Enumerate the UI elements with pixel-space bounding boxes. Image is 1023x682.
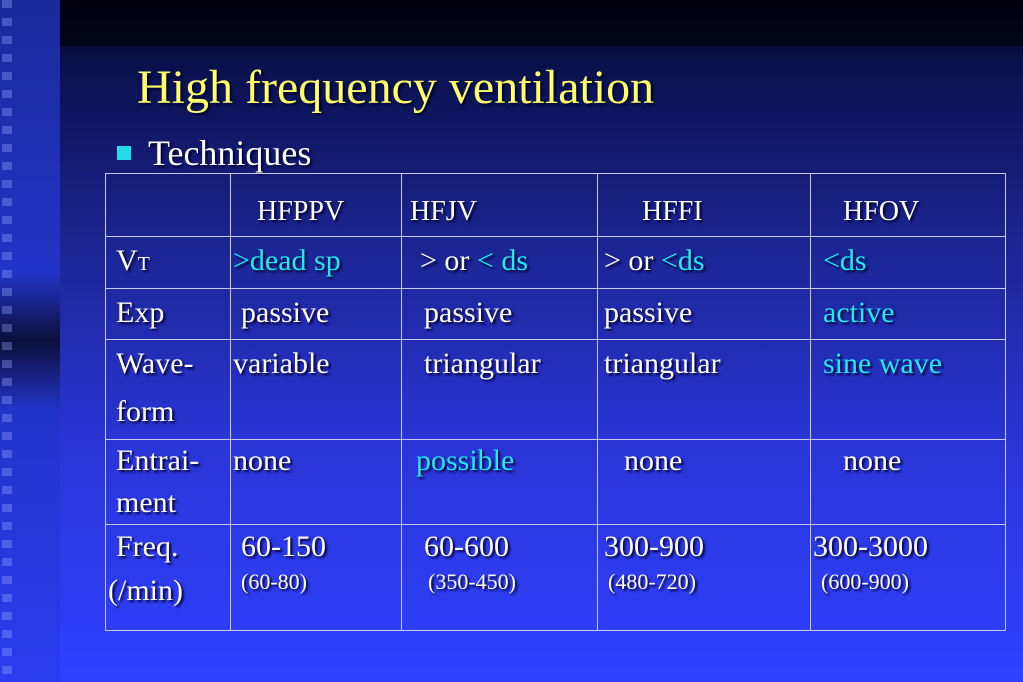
side-dots-decoration xyxy=(2,0,12,682)
cell-entr-hffi: none xyxy=(597,439,811,525)
entrainment-label-2: ment xyxy=(116,486,176,519)
freq-hffi-main: 300-900 xyxy=(604,530,704,563)
header-cell-hfjv: HFJV xyxy=(401,173,598,237)
cell-exp-hffi: passive xyxy=(597,288,811,340)
cell-freq-hffi: 300-900 (480-720) xyxy=(597,524,811,631)
cell-wave-hfjv: triangular xyxy=(401,339,598,440)
cell-exp-hfov: active xyxy=(810,288,1006,340)
cell-vt-hfjv-a: > or xyxy=(420,244,470,277)
header-cell-hffi: HFFI xyxy=(597,173,811,237)
freq-hfov-sub: (600-900) xyxy=(821,569,909,594)
cell-wave-hfppv: variable xyxy=(230,339,402,440)
header-cell-hfppv: HFPPV xyxy=(230,173,402,237)
bullet-square-icon xyxy=(117,146,131,160)
table-row: VT >dead sp > or < ds > or <ds <ds xyxy=(105,236,1006,289)
entrainment-label-1: Entrai- xyxy=(116,444,200,477)
waveform-label-1: Wave- xyxy=(116,347,194,380)
table-row: Wave-form variable triangular triangular… xyxy=(105,339,1006,440)
header-cell-hfov: HFOV xyxy=(810,173,1006,237)
table-row: Freq. (/min) 60-150 (60-80) 60-600 (350-450… xyxy=(105,524,1006,631)
row-label-freq: Freq. (/min) xyxy=(105,524,231,631)
ventilation-table: HFPPV HFJV HFFI HFOV VT >dead sp > or < … xyxy=(105,173,1006,631)
cell-wave-hffi: triangular xyxy=(597,339,811,440)
cell-vt-hfppv: >dead sp xyxy=(230,236,402,289)
vt-label: V xyxy=(116,244,138,277)
side-strip xyxy=(0,0,60,682)
freq-hfov-main: 300-3000 xyxy=(813,530,928,563)
bullet-text: Techniques xyxy=(148,133,312,173)
top-band xyxy=(60,0,1023,46)
freq-label-2: (/min) xyxy=(108,574,183,607)
row-label-entrainment: Entrai-ment xyxy=(105,439,231,525)
table-header-row: HFPPV HFJV HFFI HFOV xyxy=(105,173,1006,237)
cell-vt-hffi: > or <ds xyxy=(597,236,811,289)
cell-vt-hfov: <ds xyxy=(810,236,1006,289)
row-label-waveform: Wave-form xyxy=(105,339,231,440)
cell-vt-hfjv-b: < ds xyxy=(476,244,529,277)
freq-hfjv-main: 60-600 xyxy=(424,530,509,563)
header-cell-empty xyxy=(105,173,231,237)
freq-hffi-sub: (480-720) xyxy=(608,569,696,594)
cell-exp-hfppv: passive xyxy=(230,288,402,340)
cell-entr-hfppv: none xyxy=(230,439,402,525)
cell-vt-hffi-a: > or xyxy=(604,244,654,277)
vt-subscript: T xyxy=(137,253,150,275)
cell-exp-hfjv: passive xyxy=(401,288,598,340)
freq-label-1: Freq. xyxy=(116,530,179,563)
slide-title: High frequency ventilation xyxy=(137,61,655,114)
table-row: Entrai-ment none possible none none xyxy=(105,439,1006,525)
cell-freq-hfov: 300-3000 (600-900) xyxy=(810,524,1006,631)
table-row: Exp passive passive passive active xyxy=(105,288,1006,340)
freq-hfjv-sub: (350-450) xyxy=(428,569,516,594)
cell-freq-hfppv: 60-150 (60-80) xyxy=(230,524,402,631)
cell-wave-hfov: sine wave xyxy=(810,339,1006,440)
cell-entr-hfov: none xyxy=(810,439,1006,525)
cell-freq-hfjv: 60-600 (350-450) xyxy=(401,524,598,631)
row-label-vt: VT xyxy=(105,236,231,289)
cell-entr-hfjv: possible xyxy=(401,439,598,525)
cell-vt-hfjv: > or < ds xyxy=(401,236,598,289)
freq-hfppv-sub: (60-80) xyxy=(241,569,307,594)
bullet-item: Techniques xyxy=(117,133,311,173)
row-label-exp: Exp xyxy=(105,288,231,340)
cell-vt-hffi-b: <ds xyxy=(660,244,705,277)
freq-hfppv-main: 60-150 xyxy=(241,530,326,563)
waveform-label-2: form xyxy=(116,395,175,428)
